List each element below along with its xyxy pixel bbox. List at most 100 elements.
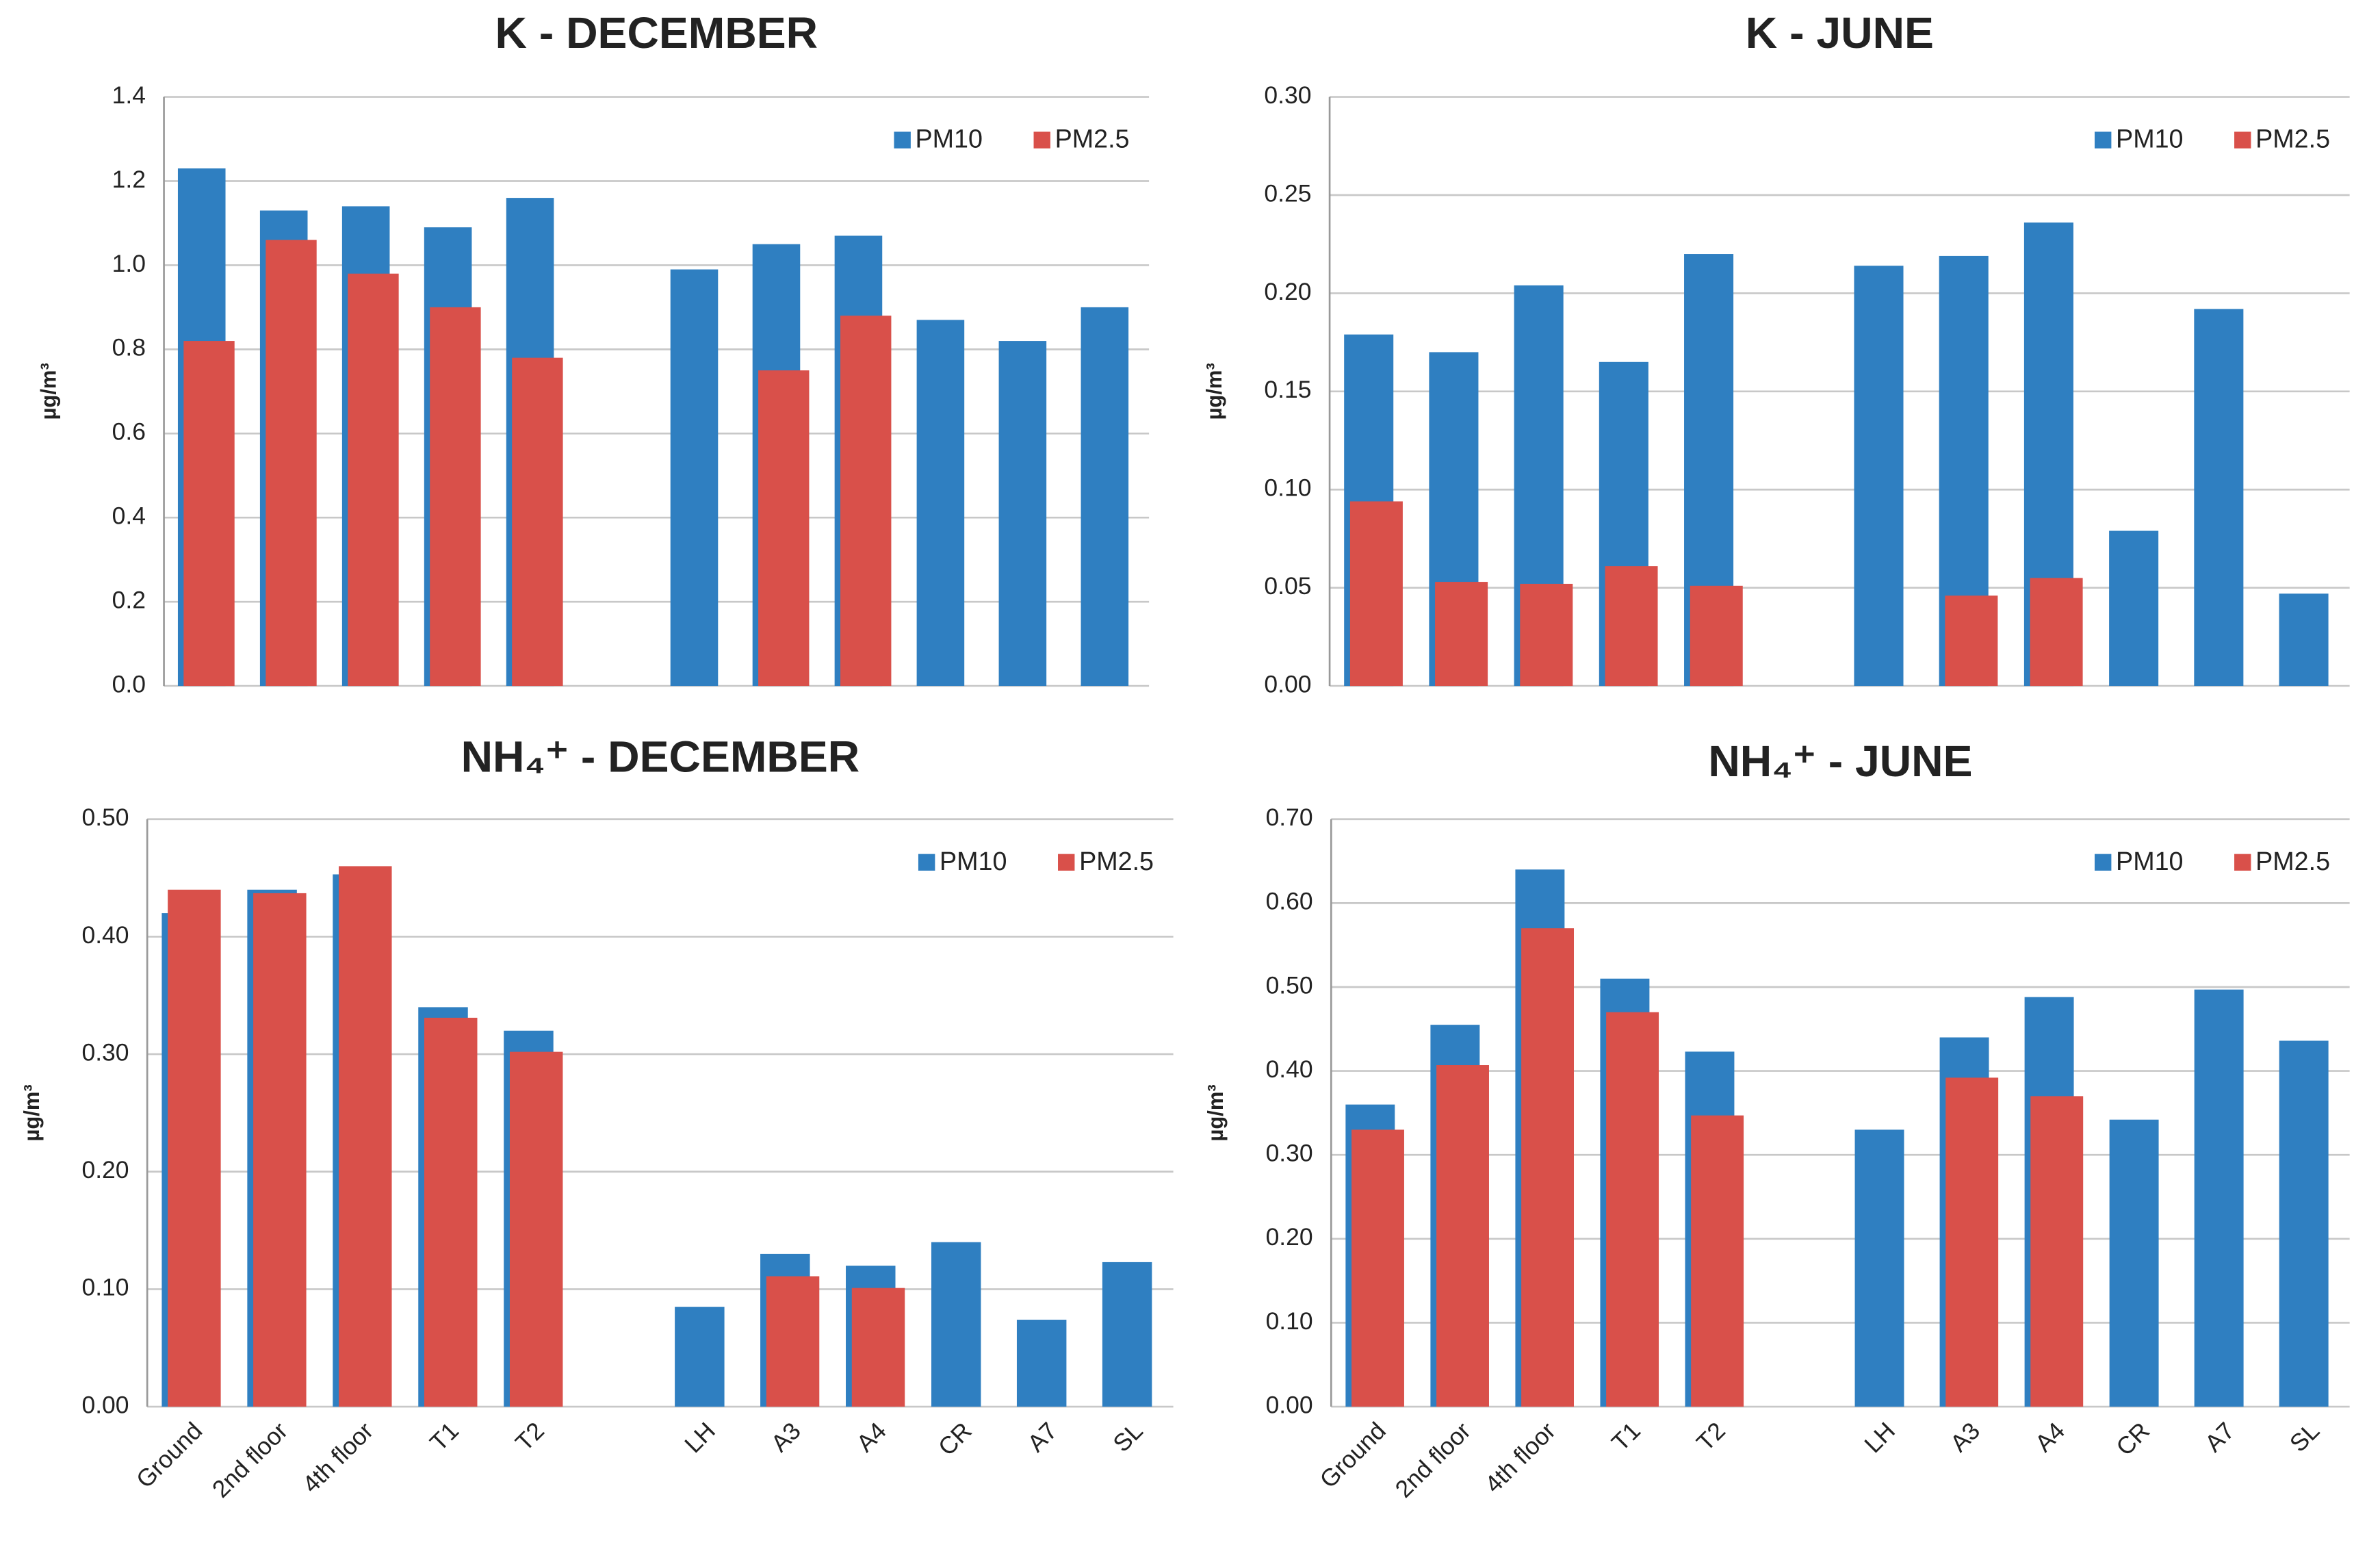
- bar: [1945, 596, 1998, 687]
- bar: [1081, 307, 1129, 687]
- y-tick-label: 0.30: [81, 1038, 129, 1066]
- legend-swatch: [894, 131, 911, 149]
- legend-swatch: [2234, 131, 2251, 149]
- y-tick-label: 0.15: [1264, 376, 1311, 403]
- x-tick-label: Ground: [1315, 1417, 1391, 1494]
- bar: [1605, 566, 1658, 687]
- x-tick-label: T2: [1691, 1417, 1731, 1456]
- y-tick-label: 1.0: [112, 250, 146, 277]
- legend-label: PM10: [2116, 847, 2183, 875]
- bar: [1520, 583, 1573, 687]
- bar: [851, 1288, 905, 1407]
- bar: [2279, 593, 2329, 687]
- bar: [1351, 1129, 1404, 1407]
- y-tick-label: 0.8: [112, 334, 146, 361]
- bar: [339, 866, 392, 1407]
- bar: [266, 240, 317, 687]
- x-tick-label: A7: [2199, 1417, 2240, 1457]
- x-tick-label: A4: [2030, 1417, 2070, 1457]
- x-tick-label: A3: [1945, 1417, 1985, 1457]
- bar: [1691, 1115, 1744, 1407]
- y-tick-label: 0.00: [1266, 1391, 1313, 1418]
- bar: [840, 316, 892, 687]
- bar: [2030, 578, 2083, 687]
- bar: [1102, 1262, 1152, 1407]
- x-tick-label: 4th floor: [1479, 1417, 1561, 1498]
- x-tick-label: T1: [424, 1417, 464, 1456]
- x-tick-label: 2nd floor: [207, 1417, 293, 1503]
- y-tick-label: 0.2: [112, 587, 146, 614]
- y-tick-label: 1.2: [112, 166, 146, 193]
- bar: [168, 889, 221, 1407]
- bar: [2109, 1119, 2159, 1407]
- legend-label: PM2.5: [1079, 847, 1154, 875]
- bar: [430, 307, 481, 687]
- y-tick-label: 0.50: [81, 804, 129, 831]
- bar: [183, 341, 235, 687]
- legend-label: PM2.5: [2255, 847, 2330, 875]
- y-axis-label: µg/m³: [1202, 363, 1226, 420]
- bar: [1854, 266, 1904, 687]
- y-tick-label: 0.20: [81, 1156, 129, 1183]
- chart-title: NH₄⁺ - DECEMBER: [461, 732, 860, 782]
- bar: [916, 320, 965, 687]
- y-tick-label: 0.4: [112, 502, 146, 530]
- y-axis-label: µg/m³: [1204, 1084, 1228, 1141]
- bar: [1521, 928, 1575, 1407]
- legend-label: PM2.5: [1055, 125, 1130, 153]
- x-tick-label: 2nd floor: [1390, 1417, 1476, 1503]
- x-tick-label: SL: [1108, 1417, 1148, 1457]
- x-tick-label: Ground: [131, 1417, 207, 1494]
- legend-swatch: [1033, 131, 1050, 149]
- y-tick-label: 0.10: [81, 1274, 129, 1301]
- bar: [675, 1307, 725, 1407]
- bar: [2194, 989, 2244, 1407]
- x-tick-label: A3: [766, 1417, 806, 1457]
- y-tick-label: 0.05: [1264, 572, 1311, 600]
- y-tick-label: 0.50: [1266, 971, 1313, 999]
- legend-label: PM10: [916, 125, 983, 153]
- bar: [998, 341, 1047, 687]
- y-tick-label: 0.10: [1266, 1307, 1313, 1335]
- y-tick-label: 0.60: [1266, 888, 1313, 915]
- legend-label: PM10: [940, 847, 1007, 875]
- y-tick-label: 0.30: [1266, 1140, 1313, 1167]
- bar: [931, 1242, 981, 1407]
- y-tick-label: 0.70: [1266, 804, 1313, 831]
- bar: [509, 1051, 563, 1407]
- y-tick-label: 0.20: [1266, 1223, 1313, 1251]
- bar: [253, 893, 307, 1407]
- x-tick-label: A4: [851, 1417, 892, 1457]
- legend-swatch: [2094, 854, 2112, 871]
- x-tick-label: LH: [680, 1417, 721, 1458]
- bar: [2279, 1040, 2329, 1407]
- x-tick-label: T2: [510, 1417, 549, 1456]
- y-tick-label: 0.25: [1264, 179, 1311, 207]
- bar: [424, 1017, 478, 1407]
- bar: [1854, 1129, 1904, 1407]
- chart-title: NH₄⁺ - JUNE: [1708, 737, 1972, 786]
- chart-title: K - JUNE: [1746, 8, 1934, 57]
- bar: [758, 370, 810, 687]
- legend-swatch: [918, 854, 935, 871]
- legend-label: PM10: [2116, 125, 2183, 153]
- y-tick-label: 0.00: [81, 1391, 129, 1418]
- legend-swatch: [2234, 854, 2251, 871]
- bar: [1945, 1077, 1999, 1407]
- y-tick-label: 0.0: [112, 670, 146, 697]
- bar: [512, 357, 563, 687]
- bar: [348, 273, 399, 687]
- legend-label: PM2.5: [2255, 125, 2330, 153]
- x-tick-label: A7: [1022, 1417, 1063, 1457]
- bar: [1016, 1320, 1067, 1407]
- x-tick-label: CR: [2111, 1417, 2156, 1461]
- bar: [1436, 1065, 1489, 1407]
- legend-swatch: [1058, 854, 1075, 871]
- bar: [766, 1276, 820, 1407]
- bar: [670, 269, 719, 687]
- x-tick-label: LH: [1859, 1417, 1900, 1458]
- y-tick-label: 0.20: [1264, 278, 1311, 305]
- y-tick-label: 0.30: [1264, 81, 1311, 109]
- y-tick-label: 0.10: [1264, 474, 1311, 502]
